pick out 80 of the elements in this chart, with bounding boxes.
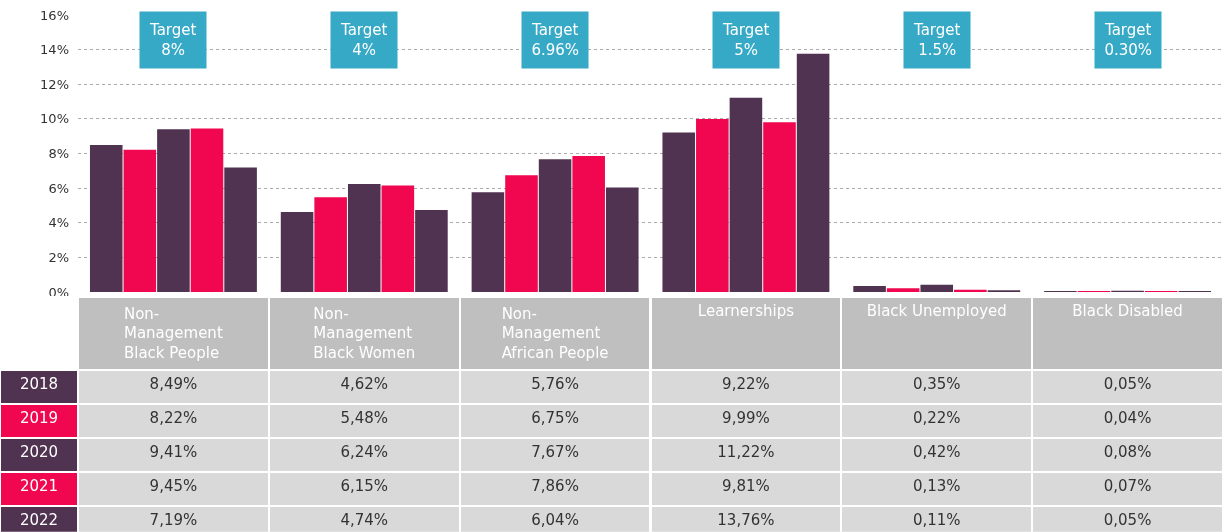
y-tick-label: 8% (48, 146, 69, 162)
annotation: Target 0.30% (1104, 21, 1153, 59)
data-label: 9,22% (722, 375, 770, 394)
y-tick-label: 12% (40, 76, 69, 92)
data-label: 9,45% (149, 477, 198, 496)
data-label: 4,62% (340, 375, 389, 394)
bar (763, 122, 796, 293)
bar (224, 167, 257, 293)
data-label: 8,22% (149, 409, 198, 428)
x-tick-label: Learnerships (697, 302, 795, 321)
x-tick-label: Black Disabled (1072, 302, 1183, 321)
bar (280, 212, 314, 293)
data-label: 0,35% (912, 375, 961, 394)
data-label: 7,67% (531, 443, 579, 462)
bar (954, 289, 987, 293)
bar (314, 197, 347, 293)
x-tick-label: Non- Management Black People (123, 304, 223, 362)
x-tick-label: Black Unemployed (866, 302, 1007, 321)
x-tick-label: Non- Management Black Women (313, 304, 416, 362)
bar (415, 210, 448, 293)
data-label: 0,05% (1103, 511, 1152, 530)
data-label: 7,19% (149, 511, 198, 530)
data-label: 0,42% (912, 443, 961, 462)
y-tick-label: 6% (48, 180, 69, 196)
y-tick-label: 14% (40, 42, 69, 58)
data-label: 0,11% (912, 511, 961, 530)
bar (190, 128, 224, 293)
bar (796, 53, 830, 293)
text: 2021 (19, 477, 59, 496)
annotation: Target 6.96% (531, 21, 580, 59)
annotation: Target 1.5% (913, 21, 961, 59)
data-label: 0,22% (912, 409, 961, 428)
bar (471, 192, 505, 293)
bar (381, 185, 415, 293)
data-label: 0,08% (1103, 443, 1152, 462)
bar (886, 288, 920, 293)
data-label: 7,86% (531, 477, 579, 496)
data-label: 0,04% (1103, 409, 1152, 428)
data-label: 9,99% (722, 409, 770, 428)
data-label: 0,13% (912, 477, 961, 496)
y-tick-label: 10% (40, 111, 69, 127)
annotation: Target 8% (149, 21, 197, 59)
text: 2022 (19, 511, 59, 530)
text: 2020 (19, 443, 59, 462)
y-tick-label: 4% (48, 215, 69, 231)
data-label: 5,48% (340, 409, 389, 428)
annotation: Target 5% (722, 21, 770, 59)
bar (505, 175, 538, 293)
data-label: 5,76% (531, 375, 579, 394)
y-tick-label: 16% (40, 7, 69, 23)
bar (89, 145, 123, 293)
data-label: 13,76% (717, 511, 775, 530)
text: 2018 (19, 375, 59, 394)
data-label: 9,81% (722, 477, 770, 496)
data-label: 8,49% (149, 375, 198, 394)
bar (696, 119, 729, 293)
bar (123, 149, 157, 293)
bar (853, 286, 886, 293)
bar (538, 159, 572, 293)
data-label: 6,04% (531, 511, 579, 530)
bar (157, 129, 190, 293)
bar (987, 290, 1021, 293)
data-label: 6,75% (531, 409, 579, 428)
data-label: 0,07% (1103, 477, 1152, 496)
bar (662, 132, 696, 293)
bar (920, 284, 954, 293)
bar (605, 187, 639, 293)
data-label: 11,22% (717, 443, 775, 462)
bar (347, 184, 381, 293)
bar (572, 155, 605, 293)
data-label: 0,05% (1103, 375, 1152, 394)
annotation: Target 4% (340, 21, 388, 59)
data-label: 6,15% (340, 477, 389, 496)
data-label: 4,74% (340, 511, 389, 530)
data-label: 6,24% (340, 443, 389, 462)
x-tick-label: Non- Management African People (501, 304, 609, 362)
bar (729, 97, 763, 293)
y-tick-label: 2% (48, 250, 69, 266)
data-label: 9,41% (149, 443, 198, 462)
text: 2019 (19, 409, 59, 428)
